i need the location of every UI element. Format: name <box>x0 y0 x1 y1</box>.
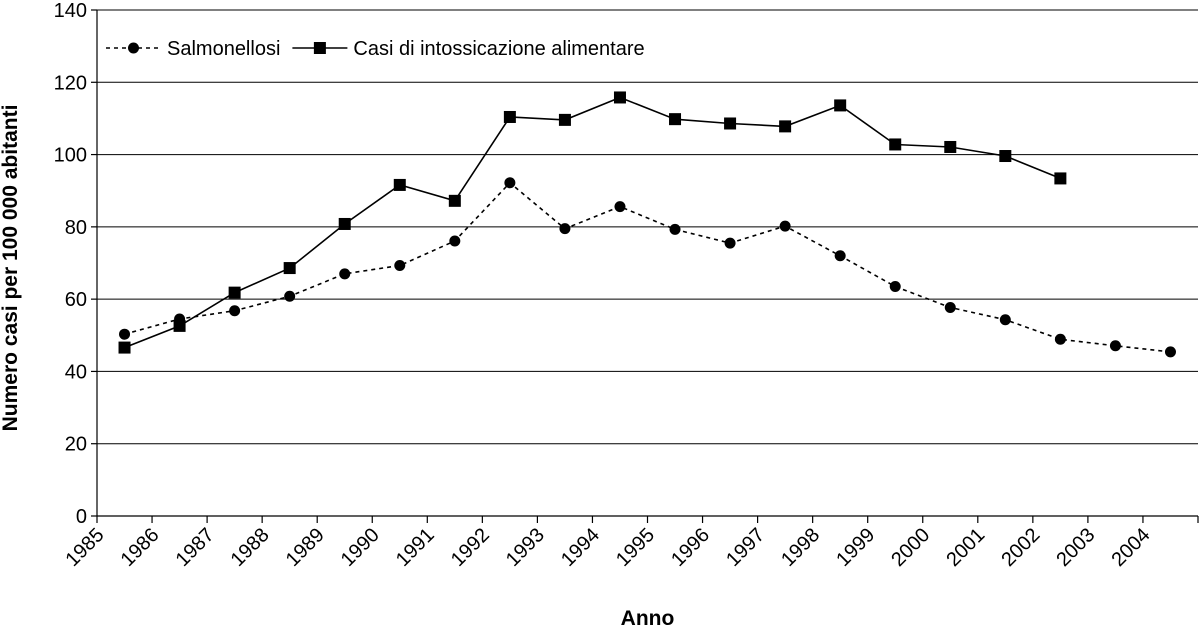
point-1-15 <box>944 301 956 313</box>
x-tick-label-1990: 1990 <box>337 524 384 571</box>
point-1-13 <box>834 250 846 262</box>
point-1-16 <box>999 314 1011 326</box>
x-tick-label-2003: 2003 <box>1052 524 1099 571</box>
legend-label-1: Salmonellosi <box>167 38 280 60</box>
point-1-6 <box>449 235 461 247</box>
series-line-1 <box>124 181 1171 353</box>
point-2-0 <box>118 341 131 354</box>
point-2-16 <box>999 150 1012 163</box>
x-tick-label-1999: 1999 <box>832 524 879 571</box>
point-2-13 <box>834 99 847 112</box>
point-1-9 <box>614 201 626 213</box>
point-2-6 <box>448 194 461 207</box>
x-tick-label-1997: 1997 <box>722 524 769 571</box>
point-2-15 <box>944 140 957 153</box>
point-1-17 <box>1054 333 1066 345</box>
point-2-2 <box>228 286 241 299</box>
point-2-11 <box>724 117 737 130</box>
x-axis-title: Anno <box>621 607 675 630</box>
y-tick-label-100: 100 <box>54 145 87 167</box>
x-tick-label-1986: 1986 <box>117 524 164 571</box>
x-tick-label-1987: 1987 <box>172 524 219 571</box>
point-2-3 <box>283 262 296 275</box>
legend: Salmonellosi Casi di intossicazione alime… <box>106 38 645 60</box>
x-tick-label-1995: 1995 <box>612 524 659 571</box>
point-1-18 <box>1109 340 1121 352</box>
legend-item-1: Salmonellosi <box>106 38 280 60</box>
x-tick-label-2001: 2001 <box>942 524 989 571</box>
point-1-7 <box>504 177 516 189</box>
point-2-10 <box>669 113 682 126</box>
x-tick-label-1989: 1989 <box>282 524 329 571</box>
point-2-7 <box>503 110 516 123</box>
point-1-2 <box>229 305 241 317</box>
x-tick-label-1988: 1988 <box>227 524 274 571</box>
point-1-8 <box>559 223 571 235</box>
series-line-2 <box>124 96 1061 349</box>
x-tick-label-1991: 1991 <box>392 524 439 571</box>
x-tick-label-1992: 1992 <box>447 524 494 571</box>
y-tick-label-40: 40 <box>65 361 87 383</box>
y-axis-tick-labels: 0 20 40 60 80 100 120 140 <box>54 0 97 528</box>
point-2-12 <box>779 120 792 133</box>
point-2-14 <box>889 138 902 151</box>
y-tick-label-20: 20 <box>65 434 87 456</box>
point-2-5 <box>393 178 406 191</box>
point-2-9 <box>613 91 626 104</box>
y-tick-label-0: 0 <box>76 506 87 528</box>
x-tick-label-1993: 1993 <box>502 524 549 571</box>
x-tick-label-1998: 1998 <box>777 524 824 571</box>
point-1-12 <box>779 220 791 232</box>
gridlines <box>97 9 1198 445</box>
legend-marker-1 <box>128 42 139 54</box>
point-2-17 <box>1054 172 1067 185</box>
point-1-14 <box>889 280 901 292</box>
y-tick-label-120: 120 <box>54 72 87 94</box>
x-tick-label-1985: 1985 <box>62 524 109 571</box>
point-1-19 <box>1164 346 1176 358</box>
legend-item-2: Casi di intossicazione alimentare <box>292 38 645 60</box>
series-2 <box>118 91 1067 354</box>
point-1-10 <box>669 223 681 235</box>
y-tick-label-80: 80 <box>65 217 87 239</box>
legend-label-2: Casi di intossicazione alimentare <box>353 38 644 60</box>
axes <box>96 10 1198 517</box>
x-axis-tick-labels: 1985 1986 1987 1988 1989 1990 1991 1992 1993 1994… <box>62 516 1199 571</box>
series-group <box>118 91 1176 358</box>
series-1 <box>119 177 1176 358</box>
x-tick-label-1996: 1996 <box>667 524 714 571</box>
point-1-11 <box>724 237 736 249</box>
x-tick-label-2002: 2002 <box>997 524 1044 571</box>
x-tick-label-1994: 1994 <box>557 524 604 571</box>
point-2-8 <box>558 113 571 126</box>
legend-marker-2 <box>313 42 326 54</box>
point-1-0 <box>119 328 131 340</box>
point-2-4 <box>338 217 351 230</box>
point-1-5 <box>394 260 406 272</box>
y-axis-title: Numero casi per 100 000 abitanti <box>0 105 22 432</box>
point-1-4 <box>339 268 351 280</box>
point-2-1 <box>173 319 186 332</box>
x-tick-label-2004: 2004 <box>1107 524 1154 571</box>
x-tick-label-2000: 2000 <box>887 524 934 571</box>
point-1-3 <box>284 290 296 302</box>
y-tick-label-140: 140 <box>54 0 87 22</box>
y-tick-label-60: 60 <box>65 289 87 311</box>
